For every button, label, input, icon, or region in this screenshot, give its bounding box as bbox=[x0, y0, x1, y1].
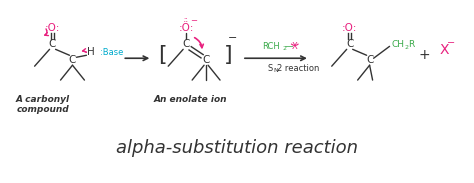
Text: X: X bbox=[292, 42, 298, 51]
Text: 2: 2 bbox=[283, 46, 287, 51]
Text: C: C bbox=[202, 55, 210, 65]
Text: H: H bbox=[87, 47, 94, 57]
Text: +: + bbox=[419, 48, 430, 62]
Text: −: − bbox=[190, 16, 197, 25]
Text: ]: ] bbox=[224, 45, 232, 65]
Text: 2 reaction: 2 reaction bbox=[277, 64, 319, 73]
Text: compound: compound bbox=[16, 105, 69, 114]
Text: N: N bbox=[273, 68, 278, 73]
Text: :O:: :O: bbox=[342, 23, 357, 33]
Text: C: C bbox=[182, 39, 190, 49]
Text: −: − bbox=[228, 33, 237, 43]
Text: [: [ bbox=[158, 45, 166, 65]
Text: ··: ·· bbox=[183, 16, 187, 23]
Text: X: X bbox=[440, 43, 449, 57]
Text: C: C bbox=[366, 55, 374, 65]
Text: C: C bbox=[49, 39, 56, 49]
Text: An enolate ion: An enolate ion bbox=[154, 96, 227, 104]
Text: S: S bbox=[268, 64, 273, 73]
Text: A carbonyl: A carbonyl bbox=[16, 96, 70, 104]
Text: C: C bbox=[346, 39, 353, 49]
Text: :O:: :O: bbox=[45, 23, 60, 33]
Text: 2: 2 bbox=[404, 45, 409, 50]
Text: C: C bbox=[69, 55, 76, 65]
Text: RCH: RCH bbox=[262, 42, 280, 51]
Text: alpha-substitution reaction: alpha-substitution reaction bbox=[116, 139, 358, 157]
Text: —: — bbox=[285, 42, 293, 51]
Text: :Ö:: :Ö: bbox=[179, 23, 194, 33]
Text: CH: CH bbox=[392, 40, 404, 49]
Text: R: R bbox=[409, 40, 415, 49]
Text: :Base: :Base bbox=[100, 48, 124, 57]
Text: −: − bbox=[447, 38, 456, 48]
